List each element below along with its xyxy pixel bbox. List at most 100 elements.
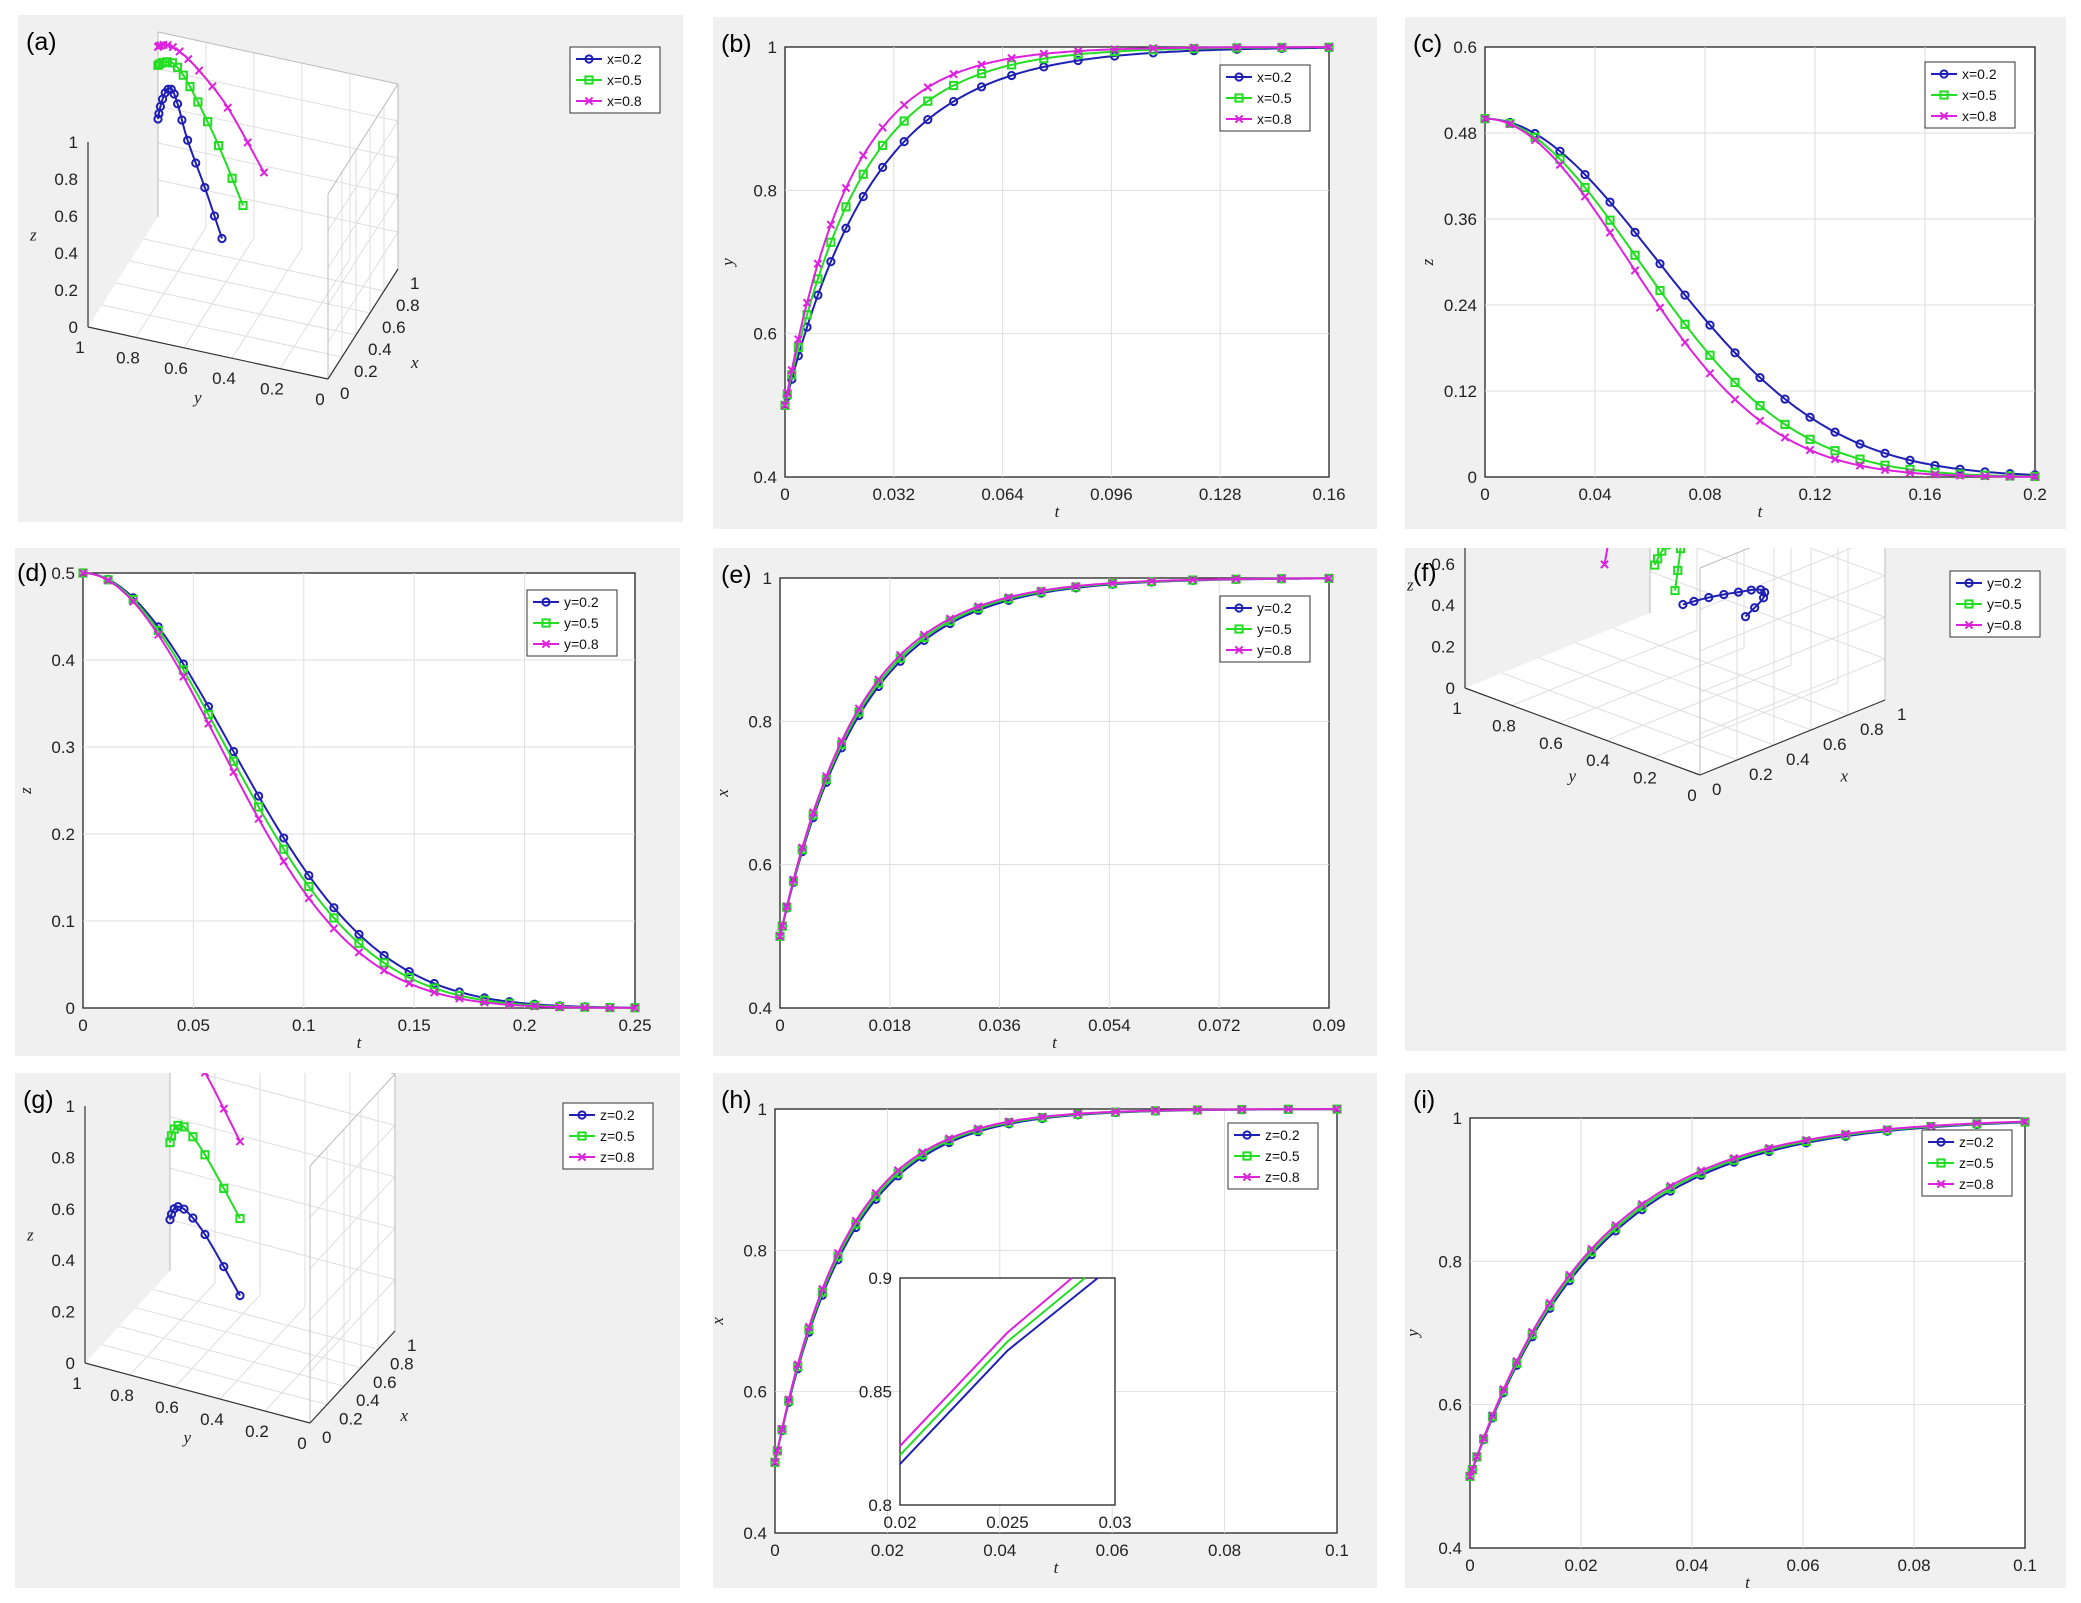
y-tick-label: 0.2 xyxy=(51,825,75,844)
x-tick-label: 0.032 xyxy=(873,485,916,504)
y-tick-label: 0 xyxy=(315,390,324,409)
y-tick-label: 0.4 xyxy=(743,1524,767,1543)
x-tick-label: 0 xyxy=(780,485,789,504)
panel-label: (d) xyxy=(17,559,48,587)
x-tick-label: 0.05 xyxy=(177,1016,210,1035)
y-axis-label: y xyxy=(1405,1329,1422,1339)
y-axis-label: x xyxy=(713,789,732,798)
y-tick-label: 0.6 xyxy=(748,856,772,875)
legend-label: y=0.2 xyxy=(1987,575,2022,591)
x-axis-label: t xyxy=(1054,1558,1060,1577)
x-axis-label: x xyxy=(1840,767,1849,786)
legend-label: z=0.2 xyxy=(1959,1134,1994,1150)
x-tick-label: 0.1 xyxy=(2013,1556,2037,1575)
y-axis-label: z xyxy=(16,787,35,795)
x-tick-label: 0.16 xyxy=(1908,485,1941,504)
panel-a: 0 0.2 0.4 0.6 0.8 1 1 0.8 0.6 0.4 0.2 0 0 0.2 0.4 0.6 0.… xyxy=(18,15,683,522)
panel-label: (g) xyxy=(23,1086,54,1114)
x-tick-label: 0.6 xyxy=(1823,735,1847,754)
x-tick-label: 0.8 xyxy=(390,1354,414,1373)
x-tick-label: 0.6 xyxy=(382,318,406,337)
y-tick-label: 1 xyxy=(72,1374,81,1393)
y-tick-label: 0.8 xyxy=(116,348,140,367)
x-tick-label: 0.16 xyxy=(1312,485,1345,504)
x-tick-label: 0.04 xyxy=(1675,1556,1708,1575)
z-tick-label: 1 xyxy=(66,1097,75,1116)
y-tick-label: 0.6 xyxy=(1453,38,1477,57)
y-tick-label: 0.2 xyxy=(245,1422,269,1441)
panel-c: 0 0.04 0.08 0.12 0.16 0.2 0 0.12 0.24 0.36 0.48 0.6… xyxy=(1405,17,2066,529)
z-tick-label: 0 xyxy=(1446,679,1455,698)
x-tick-label: 0.8 xyxy=(1860,720,1884,739)
panel-b: 0 0.032 0.064 0.096 0.128 0.16 0.4 0.6 0.8 1 t y (b)… xyxy=(713,17,1377,529)
y-tick-label: 0.8 xyxy=(753,181,777,200)
z-tick-label: 0.4 xyxy=(54,244,78,263)
x-tick-label: 0.09 xyxy=(1312,1016,1345,1035)
y-tick-label: 0.8 xyxy=(748,712,772,731)
y-tick-label: 0.8 xyxy=(743,1241,767,1260)
x-tick-label: 0.12 xyxy=(1798,485,1831,504)
x-tick-label: 0.08 xyxy=(1688,485,1721,504)
x-tick-label: 0.036 xyxy=(978,1016,1021,1035)
y-axis-label: y xyxy=(718,258,737,268)
legend-label: x=0.8 xyxy=(607,93,642,109)
panel-h: 00.020.040.060.080.10.40.60.81tx(h)z=0.2… xyxy=(713,1073,1377,1588)
legend-label: x=0.8 xyxy=(1962,108,1997,124)
x-axis-label: x xyxy=(400,1406,409,1425)
legend-label: y=0.2 xyxy=(564,594,599,610)
legend-label: x=0.8 xyxy=(1257,111,1292,127)
y-tick-label: 0.4 xyxy=(51,651,75,670)
legend-label: z=0.5 xyxy=(1265,1148,1300,1164)
inset-plot xyxy=(900,1278,1115,1505)
x-tick-label: 0.04 xyxy=(983,1541,1016,1560)
legend-label: x=0.2 xyxy=(607,51,642,67)
panel-label: (c) xyxy=(1413,30,1442,58)
y-tick-label: 0.8 xyxy=(1492,716,1516,735)
x-tick-label: 0.2 xyxy=(339,1410,363,1429)
y-tick-label: 0 xyxy=(1687,786,1696,805)
x-tick-label: 0.1 xyxy=(292,1016,316,1035)
y-tick-label: 1 xyxy=(1452,699,1461,718)
x-tick-label: 0.08 xyxy=(1208,1541,1241,1560)
legend-label: z=0.2 xyxy=(1265,1127,1300,1143)
x-tick-label: 0.096 xyxy=(1090,485,1133,504)
y-axis-label: z xyxy=(1418,258,1437,266)
panel-d: 0 0.05 0.1 0.15 0.2 0.25 0 0.1 0.2 0.3 0.4 0.5 t z (d)… xyxy=(15,548,680,1056)
x-tick-label: 0.2 xyxy=(2023,485,2047,504)
y-tick-label: 0.4 xyxy=(212,369,236,388)
y-tick-label: 0.36 xyxy=(1444,210,1477,229)
legend-label: z=0.8 xyxy=(1959,1176,1994,1192)
y-tick-label: 0.6 xyxy=(1438,1396,1462,1415)
x-tick-label: 0.02 xyxy=(871,1541,904,1560)
y-tick-label: 0.4 xyxy=(1586,751,1610,770)
legend-label: z=0.8 xyxy=(600,1149,635,1165)
y-axis-label: x xyxy=(713,1317,727,1326)
x-tick-label: 0.4 xyxy=(1786,750,1810,769)
legend-label: x=0.5 xyxy=(1257,90,1292,106)
inset-x-tick-label: 0.025 xyxy=(986,1513,1029,1532)
legend-label: y=0.2 xyxy=(1257,600,1292,616)
y-tick-label: 0.2 xyxy=(1633,769,1657,788)
y-axis-label: y xyxy=(1567,767,1577,786)
x-tick-label: 0.2 xyxy=(354,362,378,381)
y-tick-label: 0.4 xyxy=(748,999,772,1018)
panel-f: 00.20.40.60.8110.80.60.40.2000.20.40.60.… xyxy=(1405,548,2066,1051)
z-tick-label: 0.8 xyxy=(54,170,78,189)
legend-label: x=0.5 xyxy=(1962,87,1997,103)
y-tick-label: 0.12 xyxy=(1444,382,1477,401)
legend-label: y=0.8 xyxy=(1987,617,2022,633)
z-tick-label: 0.2 xyxy=(1431,638,1455,657)
legend-label: x=0.2 xyxy=(1257,69,1292,85)
y-tick-label: 1 xyxy=(758,1100,767,1119)
x-tick-label: 1 xyxy=(407,1336,416,1355)
y-tick-label: 0.1 xyxy=(51,912,75,931)
x-tick-label: 0.128 xyxy=(1199,485,1242,504)
legend-label: z=0.5 xyxy=(1959,1155,1994,1171)
y-tick-label: 0.2 xyxy=(260,380,284,399)
y-tick-label: 0 xyxy=(66,999,75,1018)
z-tick-label: 1 xyxy=(69,133,78,152)
x-axis-label: x xyxy=(410,353,419,372)
y-axis-label: y xyxy=(192,388,202,407)
x-tick-label: 0.2 xyxy=(1749,765,1773,784)
x-tick-label: 0.02 xyxy=(1564,1556,1597,1575)
